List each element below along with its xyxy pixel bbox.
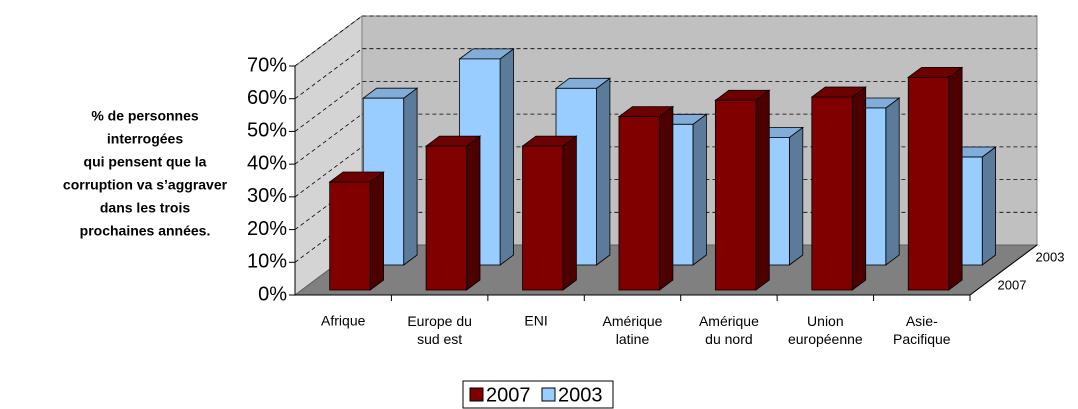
bar-side: [403, 87, 418, 266]
bar: [424, 135, 482, 291]
bar-side: [692, 113, 707, 266]
y-tick-label: 20%: [247, 218, 287, 240]
y-tick-label: 70%: [247, 54, 287, 76]
y-tick-label: 50%: [247, 120, 287, 142]
legend-swatch: [469, 387, 484, 402]
legend-box: [462, 380, 614, 409]
legend-label: 2003: [558, 384, 603, 406]
bar-front: [811, 96, 853, 291]
depth-axis: [969, 244, 1038, 296]
y-axis-label: prochaines années.: [80, 223, 211, 239]
legend-label: 2007: [486, 384, 531, 406]
bar-side: [981, 146, 996, 266]
y-axis-label: corruption va s’aggraver: [63, 177, 228, 193]
legend-swatch: [541, 387, 556, 402]
bar-side: [562, 135, 577, 291]
bar-front: [329, 181, 371, 291]
bar-side: [466, 135, 481, 291]
bar-front: [714, 99, 757, 291]
grid-line: [294, 15, 1037, 67]
depth-label: 2003: [1036, 249, 1065, 264]
bar-front: [618, 116, 660, 291]
y-axis-label: qui pensent que la: [84, 154, 207, 170]
x-tick-label: Amérique du nord: [699, 313, 759, 347]
grid-line: [294, 48, 1037, 100]
y-tick-label: 40%: [247, 152, 287, 174]
bar-front: [522, 145, 564, 291]
bar-side: [851, 86, 867, 291]
bar-side: [499, 48, 514, 266]
bar: [617, 105, 675, 291]
bar-side: [596, 77, 611, 266]
y-axis-label: dans les trois: [100, 200, 190, 216]
bar: [714, 89, 771, 291]
bar-side: [789, 126, 804, 266]
x-tick-label: Afrique: [321, 313, 366, 329]
bar-side: [659, 105, 674, 291]
bar-front: [425, 145, 467, 291]
bar: [906, 66, 964, 291]
y-tick-label: 60%: [247, 87, 287, 109]
bar: [521, 135, 578, 291]
bar-front: [907, 76, 950, 291]
bar-side: [369, 171, 385, 291]
y-axis-label: interrogées: [107, 131, 183, 147]
grid-line: [294, 81, 1037, 132]
x-tick-label: Union européenne: [788, 313, 863, 347]
y-tick-label: 0%: [258, 283, 287, 305]
x-tick-label: Amérique latine: [603, 313, 663, 347]
y-tick-label: 10%: [247, 251, 287, 273]
y-tick-label: 30%: [247, 185, 287, 207]
x-tick-label: Europe du sud est: [407, 313, 472, 347]
bar-side: [948, 66, 963, 291]
x-tick-label: Asie-Pacifique: [893, 313, 951, 347]
x-tick-label: ENI: [524, 313, 547, 329]
bar: [810, 86, 867, 291]
bar-side: [885, 97, 900, 266]
depth-label: 2007: [998, 277, 1027, 292]
bar-side: [755, 89, 770, 291]
y-axis-label: % de personnes: [91, 108, 199, 124]
bar: [328, 171, 385, 291]
